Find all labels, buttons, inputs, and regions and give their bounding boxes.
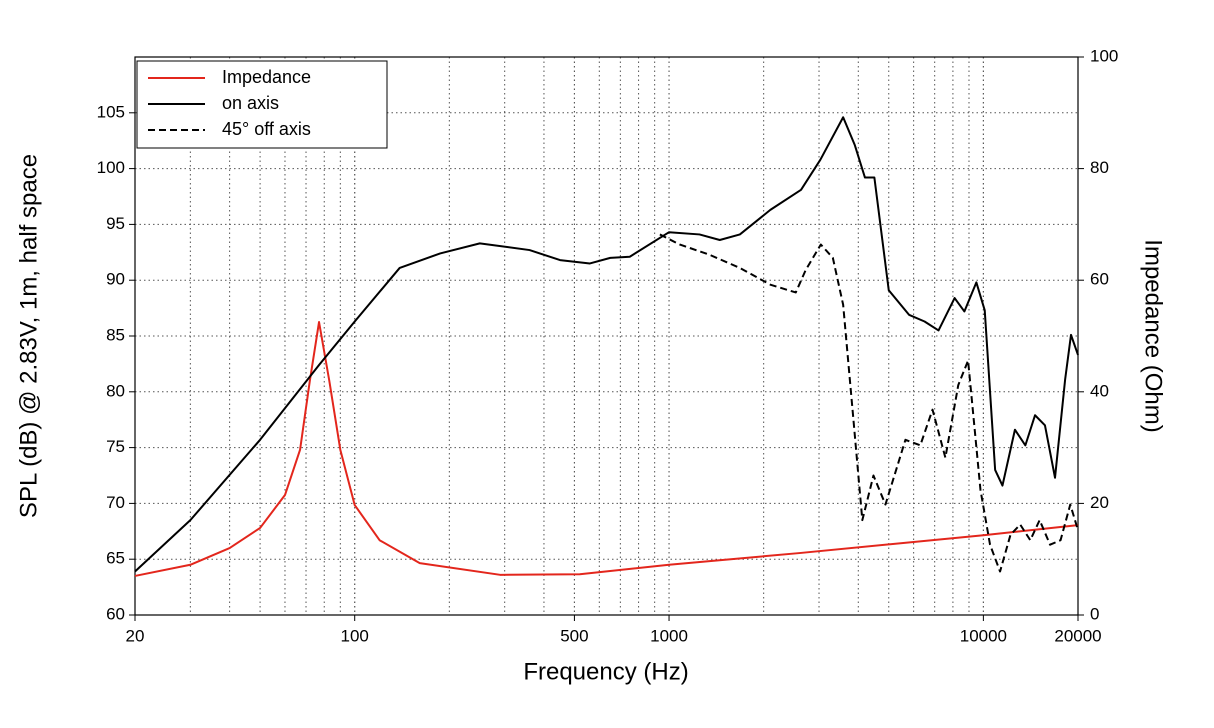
y-tick-label: 70 bbox=[106, 493, 125, 512]
x-tick-label: 10000 bbox=[960, 626, 1007, 645]
y-tick-label: 85 bbox=[106, 325, 125, 344]
x-tick-label: 500 bbox=[560, 626, 588, 645]
y-axis-label: SPL (dB) @ 2.83V, 1m, half space bbox=[15, 154, 42, 518]
y2-tick-label: 80 bbox=[1090, 158, 1109, 177]
x-axis-label: Frequency (Hz) bbox=[523, 658, 688, 685]
x-tick-label: 1000 bbox=[650, 626, 688, 645]
y2-axis-label: Impedance (Ohm) bbox=[1140, 239, 1167, 432]
legend-label: Impedance bbox=[222, 67, 311, 87]
y-tick-label: 65 bbox=[106, 549, 125, 568]
y2-tick-label: 20 bbox=[1090, 493, 1109, 512]
y-tick-label: 75 bbox=[106, 437, 125, 456]
y-tick-label: 100 bbox=[97, 158, 125, 177]
y2-tick-label: 60 bbox=[1090, 270, 1109, 289]
y-tick-label: 60 bbox=[106, 604, 125, 623]
y2-tick-label: 0 bbox=[1090, 604, 1099, 623]
x-tick-label: 20000 bbox=[1054, 626, 1101, 645]
legend-label: 45° off axis bbox=[222, 119, 311, 139]
legend-label: on axis bbox=[222, 93, 279, 113]
y-tick-label: 90 bbox=[106, 270, 125, 289]
y-tick-label: 95 bbox=[106, 214, 125, 233]
series-line bbox=[134, 321, 1079, 577]
y-tick-label: 80 bbox=[106, 381, 125, 400]
x-tick-label: 20 bbox=[126, 626, 145, 645]
y2-tick-label: 40 bbox=[1090, 381, 1109, 400]
plot-frame bbox=[134, 56, 1079, 616]
y-tick-label: 105 bbox=[97, 102, 125, 121]
series-line bbox=[134, 116, 1079, 573]
series-line bbox=[659, 233, 1079, 573]
x-tick-label: 100 bbox=[341, 626, 369, 645]
y2-tick-label: 100 bbox=[1090, 46, 1118, 65]
legend: Impedance on axis 45° off axis bbox=[136, 60, 388, 149]
